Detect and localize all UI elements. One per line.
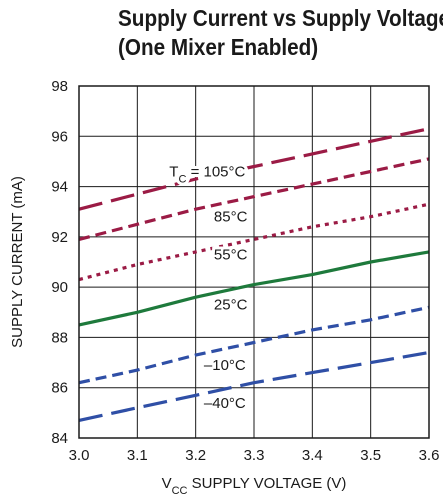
x-tick-label: 3.6: [419, 447, 440, 464]
y-tick-label: 90: [51, 279, 68, 296]
curve-label: –10°C: [204, 357, 246, 374]
series-line: [78, 250, 430, 327]
y-tick-label: 96: [51, 128, 68, 145]
x-tick-label: 3.0: [69, 447, 90, 464]
y-tick-label: 84: [51, 430, 68, 447]
y-tick-label: 92: [51, 229, 68, 246]
series-line: [78, 305, 430, 385]
y-axis-label: SUPPLY CURRENT (mA): [9, 176, 26, 348]
x-tick-label: 3.3: [244, 447, 265, 464]
curve-labels: TC = 105°C 85°C 55°C 25°C –10°C –40°C: [166, 160, 250, 414]
chart-title-line2: (One Mixer Enabled): [118, 34, 319, 60]
data-curves: [78, 127, 430, 422]
plot-frame: [78, 85, 430, 439]
curve-label: 85°C: [214, 209, 248, 226]
x-tick-label: 3.5: [360, 447, 381, 464]
y-tick-labels: 84 86 88 90 92 94 96 98: [51, 78, 68, 447]
y-tick-label: 98: [51, 78, 68, 95]
x-tick-label: 3.1: [127, 447, 148, 464]
series-line: [78, 350, 430, 422]
chart-title: Supply Current vs Supply Voltage (One Mi…: [118, 4, 443, 62]
curve-label: 25°C: [214, 297, 248, 314]
y-tick-label: 94: [51, 179, 68, 196]
x-tick-label: 3.2: [185, 447, 206, 464]
y-tick-label: 88: [51, 329, 68, 346]
y-tick-label: 86: [51, 380, 68, 397]
chart-title-line1: Supply Current vs Supply Voltage: [118, 5, 443, 31]
curve-label: 55°C: [214, 246, 248, 263]
series-line: [78, 127, 430, 211]
series-line: [78, 202, 430, 282]
x-axis-label: VCC SUPPLY VOLTAGE (V): [162, 475, 347, 495]
curve-label: –40°C: [204, 395, 246, 412]
curve-label: TC = 105°C: [169, 163, 245, 185]
series-line: [78, 157, 430, 241]
x-tick-label: 3.4: [302, 447, 323, 464]
x-tick-labels: 3.0 3.1 3.2 3.3 3.4 3.5 3.6: [69, 447, 440, 464]
